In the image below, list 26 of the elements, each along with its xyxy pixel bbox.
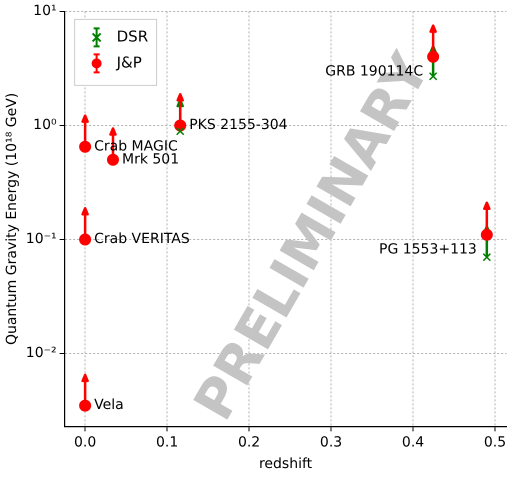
x-tick-label: 0.2 [238, 434, 260, 450]
annotation: Crab VERITAS [94, 231, 190, 248]
annotation: Vela [94, 397, 124, 414]
x-tick-label: 0.1 [156, 434, 178, 450]
annotation: Mrk 501 [122, 151, 180, 168]
x-tick-label: 0.4 [402, 434, 424, 450]
x-tick-label: 0.3 [320, 434, 342, 450]
x-tick-label: 0.0 [74, 434, 96, 450]
y-axis-title: Quantum Gravity Energy (10¹⁸ GeV) [4, 92, 20, 346]
legend-label: J&P [116, 53, 142, 72]
point [79, 140, 92, 153]
point [482, 252, 492, 262]
point [176, 126, 184, 136]
x-tick-label: 0.5 [484, 434, 506, 450]
point [428, 72, 438, 81]
point [79, 234, 92, 246]
point [79, 400, 92, 412]
point [427, 50, 440, 63]
point [480, 228, 493, 241]
y-tick-label: 10⁰ [33, 117, 57, 134]
legend-label: DSR [116, 27, 148, 46]
point [106, 154, 119, 166]
y-tick-label: 10¹ [33, 3, 57, 20]
x-axis-title: redshift [258, 456, 313, 472]
y-tick-label: 10⁻¹ [26, 231, 57, 248]
y-tick-label: 10⁻² [26, 345, 57, 362]
